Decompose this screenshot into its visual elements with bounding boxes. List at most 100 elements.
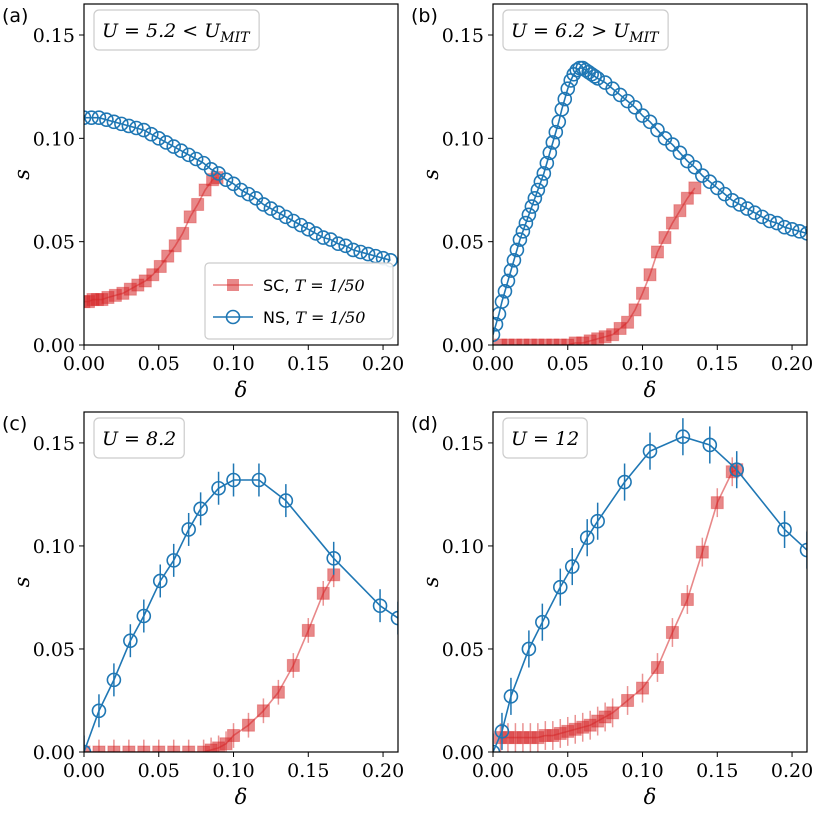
ns-marker <box>503 689 519 704</box>
y-tick-label: 0.15 <box>442 25 484 47</box>
legend-ns-label: NS, T = 1/50 <box>263 308 365 327</box>
x-axis-label: δ <box>644 785 657 809</box>
ns-marker <box>747 205 762 221</box>
ns-marker <box>91 703 107 719</box>
axes-frame <box>83 411 399 753</box>
panel-c: 0.00 0.05 0.10 0.15 0.20 0.00 0.05 0.10 0.15 δ s (c… <box>2 411 404 809</box>
y-tick-label: 0.10 <box>33 128 75 150</box>
ns-marker <box>587 69 602 84</box>
ns-marker <box>256 197 271 212</box>
x-tick-label: 0.20 <box>771 353 813 375</box>
ns-marker <box>762 213 777 229</box>
annotation-box: U = 5.2 < UMIT <box>93 9 260 51</box>
sc-series <box>493 455 744 752</box>
sc-marker <box>658 231 672 245</box>
sc-marker <box>561 338 575 345</box>
legend-sc-marker <box>227 279 239 291</box>
ns-marker <box>143 126 159 142</box>
legend-frame <box>204 262 394 340</box>
ns-marker <box>99 112 114 128</box>
ns-marker <box>702 437 718 453</box>
ns-marker <box>136 608 152 624</box>
ns-marker <box>530 182 546 198</box>
ns-marker <box>672 145 688 161</box>
ns-marker <box>642 443 658 459</box>
y-tick-label: 0.10 <box>33 536 75 558</box>
ns-marker <box>675 429 691 445</box>
y-tick-label: 0.10 <box>442 536 484 558</box>
sc-marker <box>182 745 196 752</box>
sc-marker <box>710 496 724 510</box>
sc-marker <box>316 586 330 600</box>
sc-marker <box>688 181 702 195</box>
ns-marker <box>152 573 168 589</box>
sc-marker <box>546 338 560 345</box>
annotation-text: U = 12 <box>511 428 579 450</box>
sc-series <box>84 562 341 752</box>
sc-marker <box>523 338 537 345</box>
y-tick-label: 0.00 <box>33 742 75 764</box>
panel-d: 0.00 0.05 0.10 0.15 0.20 0.00 0.05 0.10 0.15 δ s (d… <box>411 411 813 809</box>
annotation-box: U = 12 <box>502 417 588 459</box>
sc-marker <box>650 245 664 259</box>
ns-marker <box>360 246 376 262</box>
annotation-frame <box>93 9 260 51</box>
annotation-text: U = 8.2 <box>102 428 176 450</box>
ns-marker <box>193 501 208 517</box>
x-tick-label: 0.05 <box>138 760 180 782</box>
x-tick-label: 0.15 <box>287 760 329 782</box>
ns-marker <box>338 238 353 254</box>
x-tick-label: 0.20 <box>362 760 404 782</box>
annotation-frame <box>502 417 588 459</box>
sc-marker <box>122 745 136 752</box>
ns-marker <box>617 474 632 490</box>
sc-marker <box>665 625 679 639</box>
x-tick-label: 0.15 <box>287 353 329 375</box>
sc-marker <box>161 249 175 263</box>
x-tick-label: 0.00 <box>63 760 105 782</box>
legend-ns-marker <box>225 309 241 325</box>
ns-line <box>493 67 807 335</box>
ns-marker <box>278 493 294 508</box>
ns-marker <box>524 199 540 214</box>
ns-marker <box>345 242 361 258</box>
ns-marker <box>792 224 807 239</box>
ns-series <box>493 60 807 342</box>
y-axis-label: s <box>10 576 34 587</box>
sc-marker <box>92 745 106 752</box>
ns-marker <box>241 186 256 202</box>
y-tick-label: 0.15 <box>442 433 484 455</box>
x-tick-label: 0.00 <box>472 353 514 375</box>
sc-marker <box>680 593 694 607</box>
ns-marker <box>554 102 570 117</box>
ns-marker <box>579 530 595 545</box>
ns-marker <box>784 221 800 237</box>
ns-marker <box>251 472 267 488</box>
annotation-frame <box>502 9 669 51</box>
ns-marker <box>308 226 324 241</box>
panel-b: 0.00 0.05 0.10 0.15 0.20 0.00 0.05 0.10 0.15 δ s (b… <box>411 3 813 402</box>
sc-marker <box>493 338 507 345</box>
ns-marker <box>493 327 501 342</box>
ns-marker <box>494 294 510 309</box>
ns-marker <box>521 641 537 657</box>
plot-area <box>493 60 807 345</box>
x-tick-label: 0.05 <box>547 353 589 375</box>
ns-marker <box>326 551 342 566</box>
ns-series <box>84 463 398 752</box>
ns-marker <box>166 553 182 568</box>
ns-marker <box>271 205 286 221</box>
ns-marker <box>372 598 388 613</box>
sc-marker <box>153 259 167 273</box>
sc-marker <box>286 658 300 672</box>
sc-marker <box>256 704 270 718</box>
ns-marker <box>533 174 549 190</box>
ns-marker <box>84 110 99 125</box>
sc-marker <box>636 286 650 300</box>
sc-marker <box>680 191 694 205</box>
x-tick-label: 0.05 <box>547 760 589 782</box>
ns-marker <box>506 252 522 268</box>
panel-a: 0.00 0.05 0.10 0.15 0.20 0.00 0.05 0.10 0.15 δ s (a… <box>2 3 404 402</box>
sc-marker <box>673 204 687 218</box>
ns-marker <box>323 232 339 247</box>
